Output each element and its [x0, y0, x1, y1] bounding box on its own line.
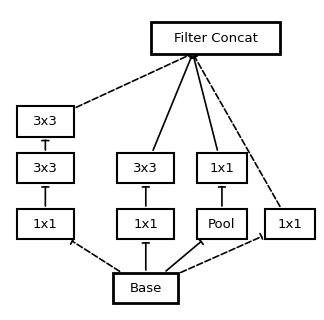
Text: 3x3: 3x3	[133, 162, 158, 174]
Text: 1x1: 1x1	[210, 162, 234, 174]
FancyBboxPatch shape	[17, 153, 74, 183]
Text: 1x1: 1x1	[278, 218, 302, 230]
FancyBboxPatch shape	[118, 153, 174, 183]
Text: 1x1: 1x1	[33, 218, 58, 230]
FancyBboxPatch shape	[197, 153, 247, 183]
Text: Pool: Pool	[208, 218, 236, 230]
FancyBboxPatch shape	[17, 209, 74, 239]
FancyBboxPatch shape	[118, 209, 174, 239]
FancyBboxPatch shape	[151, 22, 280, 54]
FancyBboxPatch shape	[265, 209, 315, 239]
Text: 3x3: 3x3	[33, 115, 58, 128]
FancyBboxPatch shape	[113, 273, 178, 303]
Text: 3x3: 3x3	[33, 162, 58, 174]
FancyBboxPatch shape	[17, 106, 74, 137]
Text: Base: Base	[130, 282, 162, 294]
Text: 1x1: 1x1	[133, 218, 158, 230]
FancyBboxPatch shape	[197, 209, 247, 239]
Text: Filter Concat: Filter Concat	[174, 32, 257, 45]
